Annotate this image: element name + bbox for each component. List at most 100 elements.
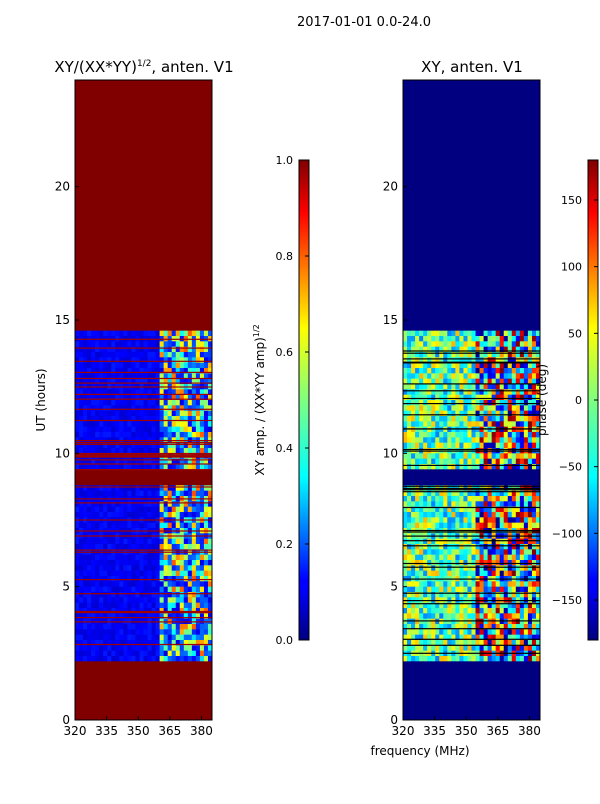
heatmap-cell [196, 432, 201, 438]
heatmap-cell [152, 411, 157, 417]
heatmap-cell [184, 299, 189, 305]
heatmap-cell [115, 197, 120, 203]
heatmap-cell [135, 651, 140, 657]
heatmap-cell [403, 85, 408, 91]
heatmap-cell [164, 555, 169, 561]
heatmap-cell [188, 91, 193, 97]
heatmap-cell [127, 597, 132, 603]
heatmap-cell [512, 203, 517, 209]
heatmap-cell [196, 539, 201, 545]
heatmap-cell [139, 197, 144, 203]
heatmap-cell [447, 192, 452, 198]
heatmap-cell [455, 155, 460, 161]
heatmap-cell [184, 139, 189, 145]
heatmap-cell [419, 85, 424, 91]
heatmap-cell [123, 117, 128, 123]
heatmap-cell [91, 245, 96, 251]
heatmap-cell [488, 101, 493, 107]
heatmap-cell [472, 112, 477, 118]
heatmap-cell [123, 171, 128, 177]
heatmap-cell [172, 592, 177, 598]
heatmap-cell [496, 192, 501, 198]
heatmap-cell [135, 624, 140, 630]
heatmap-cell [127, 507, 132, 513]
heatmap-cell [103, 219, 108, 225]
heatmap-cell [139, 613, 144, 619]
heatmap-cell [168, 661, 173, 667]
heatmap-cell [164, 155, 169, 161]
heatmap-cell [83, 421, 88, 427]
heatmap-cell [472, 155, 477, 161]
heatmap-cell [127, 555, 132, 561]
heatmap-cell [496, 144, 501, 150]
heatmap-cell [164, 272, 169, 278]
heatmap-cell [200, 613, 205, 619]
heatmap-cell [196, 208, 201, 214]
heatmap-cell [123, 235, 128, 241]
heatmap-cell [160, 485, 165, 491]
heatmap-cell [204, 235, 209, 241]
heatmap-cell [172, 133, 177, 139]
heatmap-cell [135, 144, 140, 150]
heatmap-cell [139, 565, 144, 571]
heatmap-cell [127, 208, 132, 214]
heatmap-cell [415, 149, 420, 155]
heatmap-cell [103, 592, 108, 598]
heatmap-cell [131, 261, 136, 267]
heatmap-cell [459, 187, 464, 193]
heatmap-cell [111, 299, 116, 305]
heatmap-cell [127, 192, 132, 198]
heatmap-cell [127, 651, 132, 657]
heatmap-cell [156, 149, 161, 155]
heatmap-cell [184, 240, 189, 246]
heatmap-cell [164, 176, 169, 182]
heatmap-cell [407, 192, 412, 198]
heatmap-cell [144, 544, 149, 550]
heatmap-cell [107, 587, 112, 593]
heatmap-cell [172, 368, 177, 374]
flagged-line [75, 440, 212, 441]
heatmap-cell [144, 560, 149, 566]
heatmap-cell [95, 677, 100, 683]
heatmap-cell [95, 368, 100, 374]
heatmap-cell [455, 91, 460, 97]
heatmap-cell [148, 491, 153, 497]
heatmap-cell [127, 491, 132, 497]
heatmap-cell [79, 645, 84, 651]
heatmap-cell [172, 245, 177, 251]
heatmap-cell [107, 331, 112, 337]
heatmap-cell [135, 512, 140, 518]
heatmap-cell [75, 304, 80, 310]
heatmap-cell [192, 352, 197, 358]
heatmap-cell [463, 165, 468, 171]
heatmap-cell [99, 80, 104, 86]
heatmap-cell [516, 107, 521, 113]
heatmap-cell [87, 229, 92, 235]
heatmap-cell [87, 581, 92, 587]
heatmap-cell [111, 651, 116, 657]
heatmap-cell [107, 475, 112, 481]
heatmap-cell [484, 123, 489, 129]
heatmap-cell [79, 235, 84, 241]
heatmap-cell [160, 304, 165, 310]
heatmap-cell [119, 267, 124, 273]
heatmap-cell [172, 539, 177, 545]
heatmap-cell [172, 272, 177, 278]
heatmap-cell [407, 176, 412, 182]
heatmap-cell [144, 288, 149, 294]
heatmap-cell [524, 144, 529, 150]
heatmap-cell [87, 667, 92, 673]
heatmap-cell [115, 368, 120, 374]
heatmap-cell [192, 624, 197, 630]
heatmap-cell [160, 603, 165, 609]
heatmap-cell [180, 91, 185, 97]
heatmap-cell [184, 699, 189, 705]
heatmap-cell [115, 709, 120, 715]
heatmap-cell [83, 288, 88, 294]
heatmap-cell [451, 91, 456, 97]
heatmap-cell [139, 272, 144, 278]
heatmap-cell [176, 229, 181, 235]
heatmap-cell [75, 651, 80, 657]
heatmap-cell [463, 128, 468, 134]
heatmap-cell [188, 325, 193, 331]
